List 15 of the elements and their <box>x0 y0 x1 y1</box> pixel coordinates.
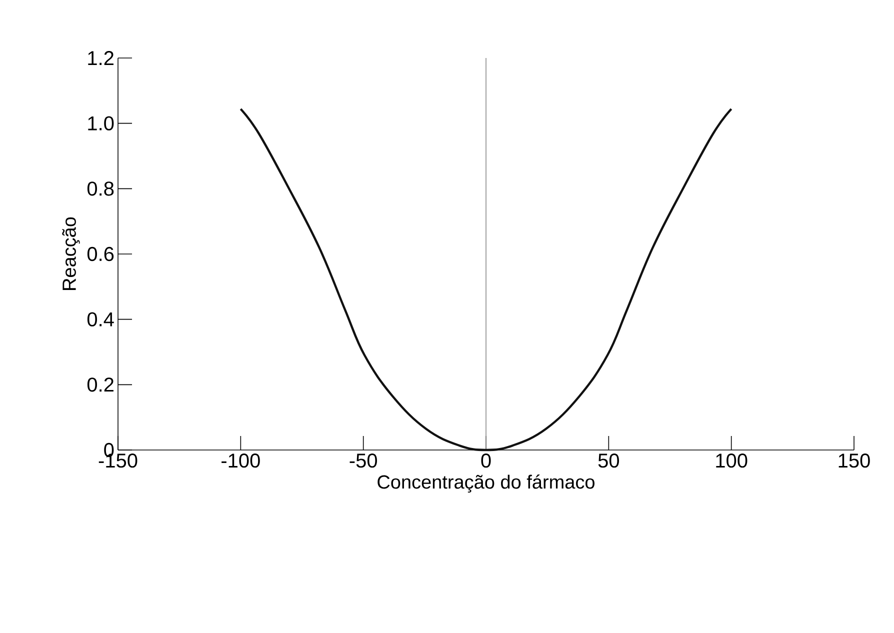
x-axis-title: Concentração do fármaco <box>378 474 594 493</box>
y-tick-label: 0.8 <box>87 182 114 196</box>
y-tick-label: 1.2 <box>88 51 114 65</box>
x-tick-label: 0 <box>481 454 491 468</box>
line-series <box>240 108 732 452</box>
y-axis-title: Reacção <box>62 217 80 290</box>
x-tick-label: 100 <box>716 454 748 468</box>
y-tick-label: 0.6 <box>87 246 114 262</box>
x-tick-label: 50 <box>598 454 620 468</box>
x-tick-label: 150 <box>838 454 870 468</box>
x-tick-label: -50 <box>350 454 377 468</box>
y-tick-label: 1.0 <box>88 116 114 130</box>
y-tick-label: 0.4 <box>87 312 114 326</box>
y-tick-label: 0.2 <box>87 378 114 392</box>
x-tick-label: -100 <box>222 454 260 468</box>
